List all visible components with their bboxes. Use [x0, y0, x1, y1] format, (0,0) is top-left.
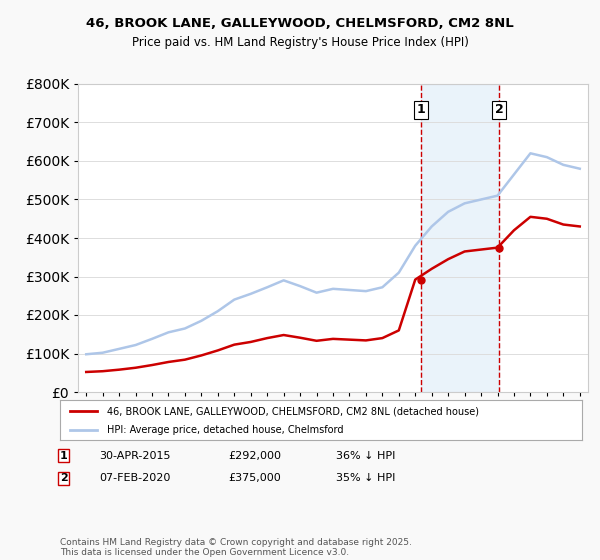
- Text: 46, BROOK LANE, GALLEYWOOD, CHELMSFORD, CM2 8NL (detached house): 46, BROOK LANE, GALLEYWOOD, CHELMSFORD, …: [107, 407, 479, 417]
- Text: 2: 2: [60, 473, 68, 483]
- Text: 1: 1: [60, 451, 68, 461]
- Text: £375,000: £375,000: [228, 473, 281, 483]
- Text: Price paid vs. HM Land Registry's House Price Index (HPI): Price paid vs. HM Land Registry's House …: [131, 36, 469, 49]
- Text: 07-FEB-2020: 07-FEB-2020: [99, 473, 170, 483]
- Text: HPI: Average price, detached house, Chelmsford: HPI: Average price, detached house, Chel…: [107, 425, 343, 435]
- Text: 30-APR-2015: 30-APR-2015: [99, 451, 170, 461]
- Text: 2: 2: [495, 103, 503, 116]
- Bar: [421, 84, 499, 392]
- Text: 36% ↓ HPI: 36% ↓ HPI: [336, 451, 395, 461]
- Text: £292,000: £292,000: [228, 451, 281, 461]
- Text: 35% ↓ HPI: 35% ↓ HPI: [336, 473, 395, 483]
- Text: 1: 1: [416, 103, 425, 116]
- Text: Contains HM Land Registry data © Crown copyright and database right 2025.
This d: Contains HM Land Registry data © Crown c…: [60, 538, 412, 557]
- Text: 46, BROOK LANE, GALLEYWOOD, CHELMSFORD, CM2 8NL: 46, BROOK LANE, GALLEYWOOD, CHELMSFORD, …: [86, 17, 514, 30]
